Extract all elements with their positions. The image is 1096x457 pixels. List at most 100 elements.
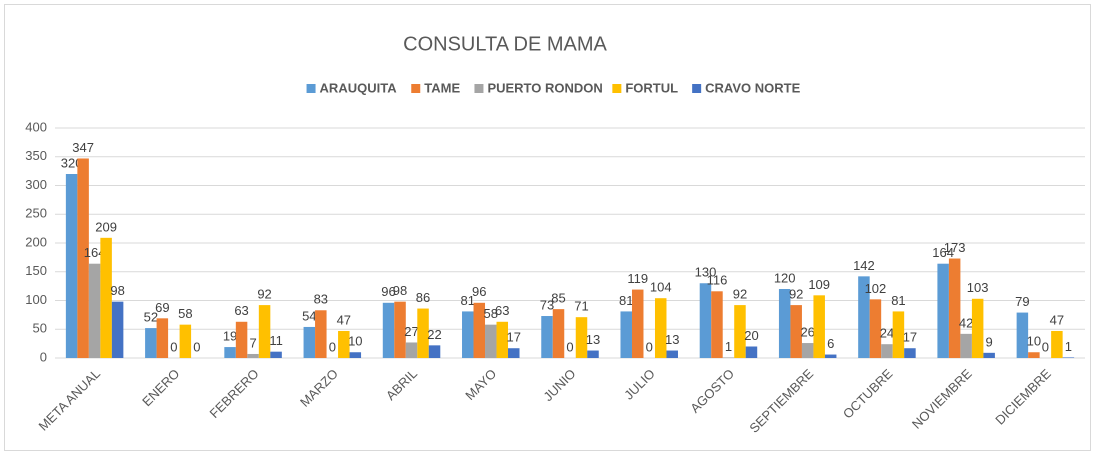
- bar: [145, 328, 157, 358]
- data-label: 63: [234, 303, 248, 318]
- bar: [892, 311, 905, 358]
- data-label: 0: [566, 339, 573, 354]
- bar: [270, 351, 282, 358]
- bar: [745, 346, 758, 358]
- data-label: 13: [586, 332, 600, 347]
- bar: [473, 302, 486, 358]
- y-tick-label: 250: [25, 206, 47, 221]
- data-label: 42: [959, 315, 973, 330]
- y-tick-label: 150: [25, 263, 47, 278]
- legend-swatch: [411, 84, 421, 93]
- y-tick-label: 50: [33, 321, 47, 336]
- data-label: 24: [880, 326, 894, 341]
- bar: [247, 353, 259, 358]
- data-label: 1: [725, 339, 732, 354]
- bar: [948, 258, 961, 358]
- bar: [620, 311, 632, 358]
- y-tick-label: 350: [25, 148, 47, 163]
- bar: [983, 352, 995, 358]
- data-label: 52: [144, 310, 158, 325]
- bar: [541, 316, 553, 358]
- data-label: 98: [110, 283, 124, 298]
- bar: [881, 344, 893, 358]
- bar: [179, 324, 192, 358]
- data-label: 92: [733, 287, 747, 302]
- bar: [88, 263, 101, 358]
- data-label: 81: [891, 293, 905, 308]
- legend-swatch: [612, 84, 622, 93]
- chart-border: [4, 4, 1091, 451]
- data-label: 209: [95, 219, 117, 234]
- data-label: 119: [627, 271, 648, 286]
- bar: [575, 317, 588, 358]
- bar: [824, 354, 837, 358]
- bar: [508, 348, 520, 358]
- legend-swatch: [692, 84, 702, 93]
- data-label: 164: [84, 245, 106, 260]
- data-label: 109: [808, 277, 830, 292]
- data-label: 83: [314, 292, 328, 307]
- data-label: 7: [249, 335, 256, 350]
- data-label: 73: [540, 297, 554, 312]
- data-label: 320: [61, 155, 83, 170]
- data-label: 11: [269, 333, 283, 348]
- data-label: 10: [348, 334, 362, 349]
- bar: [778, 289, 791, 358]
- data-label: 96: [472, 284, 486, 299]
- data-label: 347: [72, 140, 94, 155]
- data-label: 0: [1042, 339, 1049, 354]
- data-label: 17: [903, 330, 917, 345]
- legend-swatch: [474, 84, 484, 93]
- bar: [303, 326, 316, 358]
- data-label: 58: [178, 306, 192, 321]
- data-label: 69: [155, 300, 169, 315]
- data-label: 116: [707, 273, 728, 288]
- bar: [631, 289, 644, 358]
- bar: [552, 309, 565, 358]
- bar: [338, 330, 350, 358]
- bar: [699, 283, 712, 358]
- bar: [382, 302, 395, 358]
- data-label: 19: [223, 329, 237, 344]
- data-label: 47: [1050, 312, 1064, 327]
- bar: [937, 263, 949, 358]
- bar: [315, 310, 327, 358]
- y-tick-label: 400: [25, 119, 47, 134]
- bar: [960, 333, 972, 358]
- legend-label: TAME: [424, 80, 460, 95]
- data-label: 102: [865, 281, 887, 296]
- bar: [904, 348, 916, 358]
- data-label: 71: [574, 299, 588, 314]
- data-label: 0: [329, 339, 336, 354]
- bar: [869, 299, 882, 358]
- data-label: 63: [495, 303, 509, 318]
- bar: [1062, 357, 1075, 358]
- bar: [722, 357, 735, 358]
- bar: [417, 308, 429, 358]
- data-label: 85: [551, 291, 565, 306]
- bar: [100, 237, 112, 358]
- bar: [790, 305, 802, 358]
- bar: [587, 350, 599, 358]
- data-label: 47: [337, 312, 351, 327]
- data-label: 173: [944, 240, 966, 255]
- data-label: 0: [646, 339, 653, 354]
- data-label: 92: [257, 287, 271, 302]
- data-label: 96: [381, 284, 395, 299]
- bar: [1016, 312, 1029, 358]
- bar: [349, 352, 362, 358]
- bar: [156, 318, 169, 358]
- chart-title: CONSULTA DE MAMA: [403, 33, 607, 55]
- bar: [734, 305, 746, 358]
- bar: [971, 298, 984, 358]
- data-label: 17: [507, 330, 521, 345]
- y-tick-label: 100: [25, 292, 47, 307]
- bar: [1028, 352, 1040, 358]
- data-label: 10: [1027, 334, 1041, 349]
- data-label: 58: [484, 306, 498, 321]
- data-label: 0: [193, 339, 200, 354]
- bar: [111, 301, 124, 358]
- bar: [813, 295, 825, 358]
- bar: [858, 276, 870, 358]
